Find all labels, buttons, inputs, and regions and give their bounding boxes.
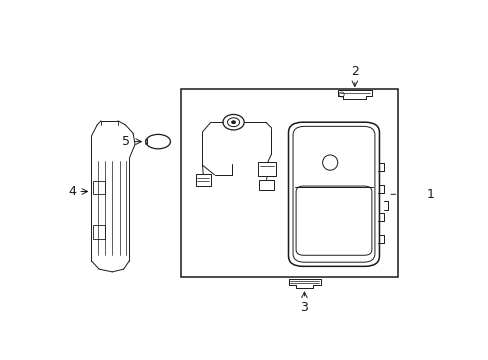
Bar [180, 89, 398, 278]
Text: 5: 5 [122, 135, 130, 148]
Bar [93, 225, 104, 239]
Text: 1: 1 [426, 188, 434, 201]
Bar [259, 180, 274, 190]
Bar [258, 162, 276, 176]
Text: 2: 2 [350, 65, 358, 78]
Bar [195, 174, 210, 186]
Bar [93, 181, 104, 194]
Text: 3: 3 [300, 301, 308, 314]
Circle shape [231, 121, 235, 123]
Text: 4: 4 [68, 185, 76, 198]
